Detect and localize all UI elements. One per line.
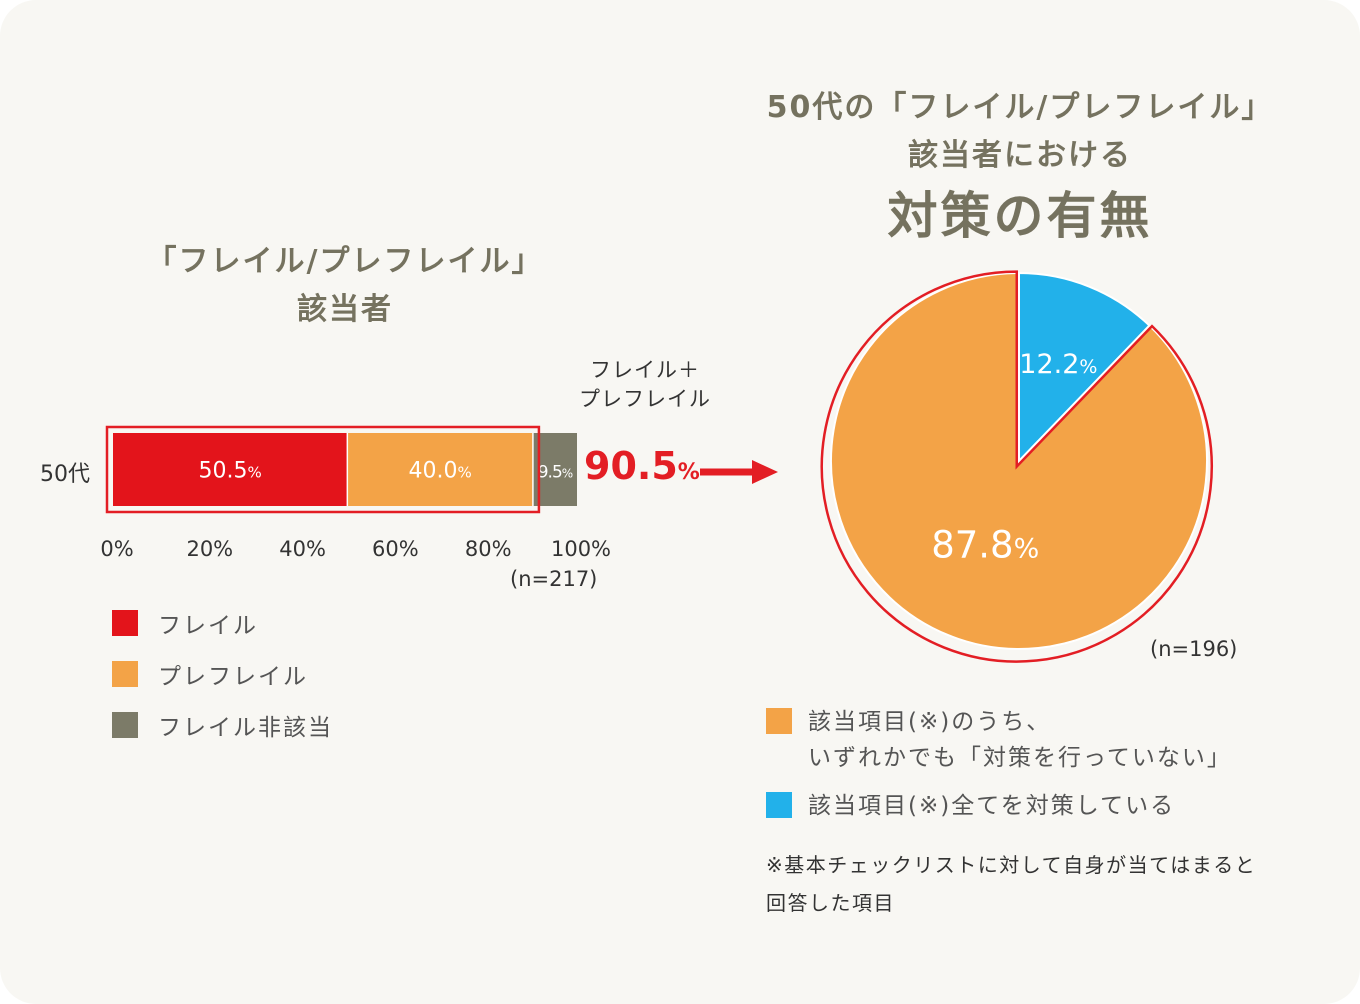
pie-slice-label-0: 12.2%: [1019, 349, 1097, 380]
legend-item-frail: フレイル: [112, 610, 333, 639]
pie-slice-unit-1: %: [1014, 534, 1040, 565]
pie-chart-title-line1: 50代の「フレイル/プレフレイル」: [766, 90, 1274, 125]
x-tick-label: 80%: [465, 537, 512, 561]
legend-item-taking-all-measures: 該当項目(※)全てを対策している: [766, 788, 1232, 824]
bar-chart-title: 「フレイル/プレフレイル」 該当者: [100, 238, 590, 334]
bar-sample-size: (n=217): [510, 567, 598, 591]
bar-chart-title-line1: 「フレイル/プレフレイル」: [146, 244, 544, 279]
bar-segment-label-2: 9.5%: [538, 463, 573, 483]
legend-label-taking-all-measures: 該当項目(※)全てを対策している: [808, 793, 1176, 819]
combined-label-line2: プレフレイル: [579, 387, 711, 411]
legend-swatch-not-applicable: [112, 712, 138, 738]
legend-swatch-prefrail: [112, 661, 138, 687]
bar-segment-unit-1: %: [457, 464, 471, 482]
x-tick-label: 40%: [279, 537, 326, 561]
x-tick-label: 20%: [186, 537, 233, 561]
legend-swatch-not-taking-measures: [766, 708, 792, 734]
pie-slice-unit-0: %: [1079, 356, 1097, 378]
bar-chart-title-line2: 該当者: [297, 292, 393, 327]
bar-segment-value-1: 40.0: [408, 459, 457, 484]
pie-slice-1: [830, 271, 1208, 650]
pie-slice-value-0: 12.2: [1019, 349, 1079, 380]
bar-segment-value-2: 9.5: [538, 463, 562, 483]
x-tick-label: 100%: [551, 537, 611, 561]
legend-item-prefrail: プレフレイル: [112, 661, 333, 690]
bar-highlight-frame: [105, 425, 541, 514]
pie-slice-label-1: 87.8%: [931, 524, 1039, 567]
legend-item-not-applicable: フレイル非該当: [112, 712, 333, 741]
bar-segment-value-0: 50.5: [199, 459, 248, 484]
bar-category-label: 50代: [40, 462, 90, 487]
combined-value-unit: %: [677, 460, 700, 485]
pie-chart-title-line2: 該当者における: [908, 138, 1132, 173]
pie-sample-size: (n=196): [1150, 637, 1238, 661]
bar-chart: 50.5% 40.0% 9.5%0% 20% 40% 60% 80% 100%: [100, 425, 611, 561]
pie-chart-title-line3: 対策の有無: [887, 187, 1153, 245]
combined-value: 90.5%: [584, 444, 700, 488]
pie-chart: 12.2%87.8%: [820, 270, 1213, 663]
x-tick-label: 0%: [100, 537, 133, 561]
arrow: [700, 460, 778, 484]
pie-highlight-frame: [820, 270, 1213, 663]
combined-label-line1: フレイル＋: [590, 358, 700, 382]
x-tick-label: 60%: [372, 537, 419, 561]
bar-segment-unit-0: %: [248, 464, 262, 482]
bar-segment-unit-2: %: [562, 467, 573, 481]
bar-legend: フレイル プレフレイル フレイル非該当: [112, 610, 333, 763]
footnote: ※基本チェックリストに対して自身が当てはまると 回答した項目: [766, 853, 1257, 915]
combined-value-number: 90.5: [584, 444, 678, 488]
pie-slice-0: [1018, 271, 1151, 464]
combined-label: フレイル＋ プレフレイル: [560, 356, 730, 414]
bar-segment-label-0: 50.5%: [199, 459, 262, 484]
bar-segment-1: [347, 433, 533, 506]
legend-label-frail: フレイル: [158, 613, 258, 639]
bar-segment-2: [532, 433, 577, 506]
pie-slice-value-1: 87.8: [931, 524, 1013, 567]
legend-swatch-taking-all-measures: [766, 792, 792, 818]
legend-label-prefrail: プレフレイル: [158, 664, 308, 690]
legend-label-not-applicable: フレイル非該当: [158, 715, 333, 741]
legend-label-not-taking-measures: 該当項目(※)のうち、 いずれかでも「対策を行っていない」: [808, 709, 1232, 771]
arrow-head: [752, 460, 778, 484]
pie-chart-title: 50代の「フレイル/プレフレイル」 該当者における 対策の有無: [700, 84, 1340, 252]
bar-segment-label-1: 40.0%: [408, 459, 471, 484]
pie-legend: 該当項目(※)のうち、 いずれかでも「対策を行っていない」 該当項目(※)全てを…: [766, 704, 1232, 836]
legend-swatch-frail: [112, 610, 138, 636]
legend-item-not-taking-measures: 該当項目(※)のうち、 いずれかでも「対策を行っていない」: [766, 704, 1232, 776]
bar-segment-0: [113, 433, 348, 506]
